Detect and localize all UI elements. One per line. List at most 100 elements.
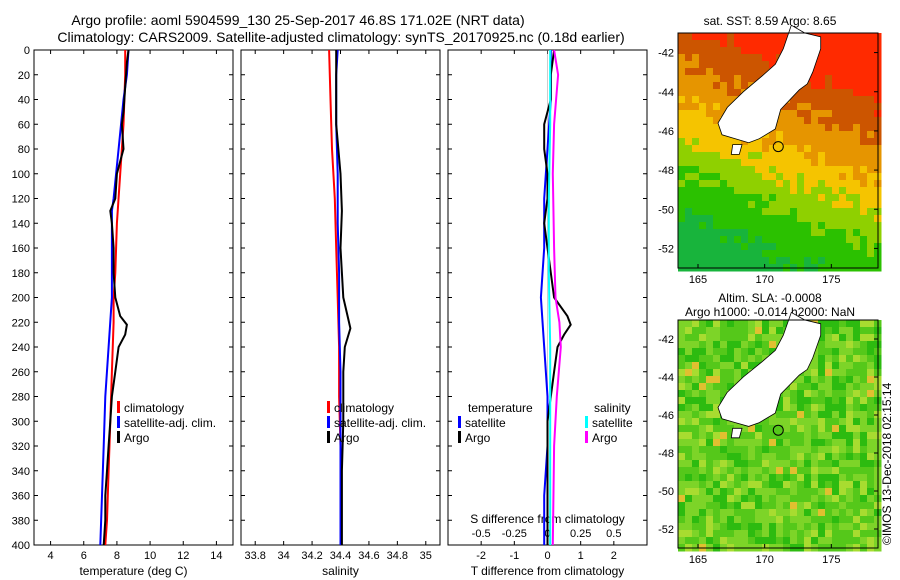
- map-cell: [790, 495, 798, 503]
- map-cell: [699, 481, 707, 489]
- map-cell: [713, 68, 721, 76]
- map-cell: [741, 334, 749, 342]
- y-tick-label: 80: [18, 144, 30, 156]
- map-cell: [860, 117, 868, 125]
- map-cell: [720, 257, 728, 265]
- map-cell: [713, 215, 721, 223]
- map-cell: [825, 404, 833, 412]
- map-cell: [839, 124, 847, 132]
- map-cell: [685, 222, 693, 230]
- map-cell: [762, 502, 770, 510]
- map-cell: [755, 334, 763, 342]
- map-cell: [727, 180, 735, 188]
- map-cell: [769, 509, 777, 517]
- map-cell: [678, 390, 686, 398]
- map-cell: [692, 425, 700, 433]
- map-cell: [769, 341, 777, 349]
- map-cell: [755, 341, 763, 349]
- map-cell: [853, 495, 861, 503]
- map-cell: [706, 215, 714, 223]
- map-cell: [832, 103, 840, 111]
- map-cell: [776, 488, 784, 496]
- map-cell: [755, 222, 763, 230]
- map-cell: [783, 502, 791, 510]
- map-cell: [720, 355, 728, 363]
- map-cell: [720, 201, 728, 209]
- map-cell: [790, 159, 798, 167]
- map-cell: [811, 110, 819, 118]
- map-cell: [685, 47, 693, 55]
- map-cell: [678, 250, 686, 258]
- map-cell: [706, 243, 714, 251]
- map-cell: [685, 173, 693, 181]
- map-cell: [867, 47, 875, 55]
- map-cell: [755, 236, 763, 244]
- map-cell: [720, 341, 728, 349]
- map-cell: [755, 159, 763, 167]
- map-cell: [783, 453, 791, 461]
- map-cell: [860, 40, 868, 48]
- map-cell: [804, 236, 812, 244]
- map-cell: [832, 187, 840, 195]
- map-cell: [713, 243, 721, 251]
- map-cell: [839, 467, 847, 475]
- map-cell: [720, 495, 728, 503]
- map-cell: [846, 250, 854, 258]
- map-cell: [783, 33, 791, 41]
- map-cell: [797, 103, 805, 111]
- map-cell: [860, 376, 868, 384]
- map-cell: [748, 516, 756, 524]
- map-cell: [846, 327, 854, 335]
- map-cell: [846, 243, 854, 251]
- map-cell: [825, 488, 833, 496]
- map-cell: [720, 54, 728, 62]
- map-cell: [692, 117, 700, 125]
- map-cell: [818, 446, 826, 454]
- map-cell: [825, 509, 833, 517]
- map-cell: [853, 509, 861, 517]
- map-cell: [811, 418, 819, 426]
- map-cell: [678, 40, 686, 48]
- map-cell: [706, 376, 714, 384]
- map-cell: [825, 446, 833, 454]
- map-cell: [783, 495, 791, 503]
- map-cell: [678, 523, 686, 531]
- map-cell: [706, 33, 714, 41]
- map-cell: [685, 54, 693, 62]
- map-cell: [748, 439, 756, 447]
- map-cell: [811, 502, 819, 510]
- map-cell: [699, 425, 707, 433]
- map-cell: [867, 96, 875, 104]
- map-cell: [755, 502, 763, 510]
- map-cell: [748, 61, 756, 69]
- map-cell: [832, 355, 840, 363]
- map-cell: [692, 404, 700, 412]
- map-cell: [783, 145, 791, 153]
- map-cell: [699, 40, 707, 48]
- y-tick-label: 280: [12, 392, 30, 404]
- map-cell: [706, 75, 714, 83]
- map-cell: [832, 327, 840, 335]
- map-cell: [846, 523, 854, 531]
- map-cell: [846, 68, 854, 76]
- map-cell: [867, 467, 875, 475]
- map-cell: [748, 47, 756, 55]
- s-argo-line: [551, 49, 562, 546]
- map-cell: [685, 152, 693, 160]
- map-cell: [783, 229, 791, 237]
- x-tick-label: 34.8: [387, 550, 408, 562]
- map-cell: [825, 516, 833, 524]
- y-tick-label: 120: [12, 194, 30, 206]
- map-cell: [839, 68, 847, 76]
- map-cell: [832, 54, 840, 62]
- map-cell: [692, 145, 700, 153]
- map-cell: [839, 159, 847, 167]
- map-cell: [734, 334, 742, 342]
- map-cell: [867, 82, 875, 90]
- map-cell: [699, 327, 707, 335]
- map-cell: [860, 509, 868, 517]
- map-cell: [769, 215, 777, 223]
- map-cell: [832, 418, 840, 426]
- map-cell: [846, 257, 854, 265]
- map-cell: [811, 523, 819, 531]
